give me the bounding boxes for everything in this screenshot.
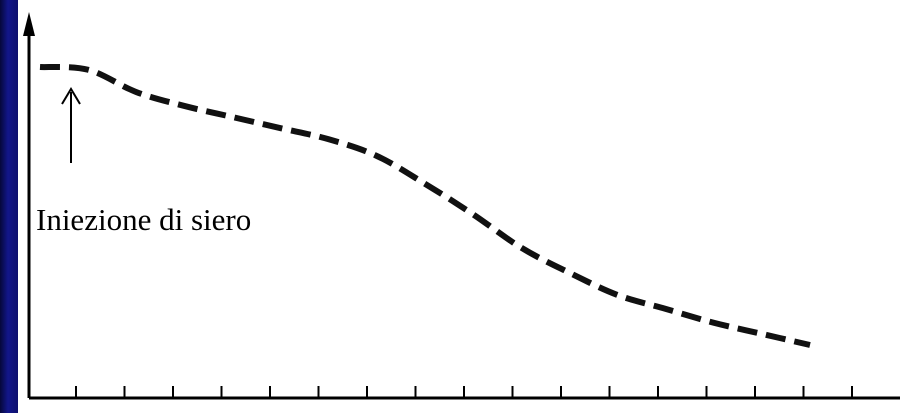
data-point bbox=[471, 212, 475, 216]
data-point bbox=[712, 321, 716, 325]
annotation-layer: Iniezione di siero bbox=[36, 87, 251, 237]
x-axis-ticks bbox=[75, 386, 853, 398]
annotation-label: Iniezione di siero bbox=[36, 202, 251, 237]
data-point bbox=[182, 104, 186, 108]
data-point bbox=[134, 90, 138, 94]
data-point bbox=[375, 154, 379, 158]
data-point bbox=[616, 293, 620, 297]
data-point bbox=[86, 68, 90, 72]
data-point bbox=[760, 332, 764, 336]
data-point bbox=[279, 126, 283, 130]
data-point bbox=[231, 115, 235, 119]
data-point bbox=[423, 182, 427, 186]
series-layer bbox=[38, 63, 812, 348]
data-point bbox=[38, 65, 42, 69]
data-point bbox=[327, 137, 331, 141]
data-point bbox=[664, 307, 668, 311]
annotation-arrowhead-icon bbox=[61, 87, 81, 105]
data-point bbox=[567, 271, 571, 275]
data-point bbox=[808, 343, 812, 347]
series-line-0 bbox=[39, 63, 811, 348]
data-point bbox=[519, 246, 523, 250]
y-axis-arrowhead bbox=[23, 12, 35, 36]
